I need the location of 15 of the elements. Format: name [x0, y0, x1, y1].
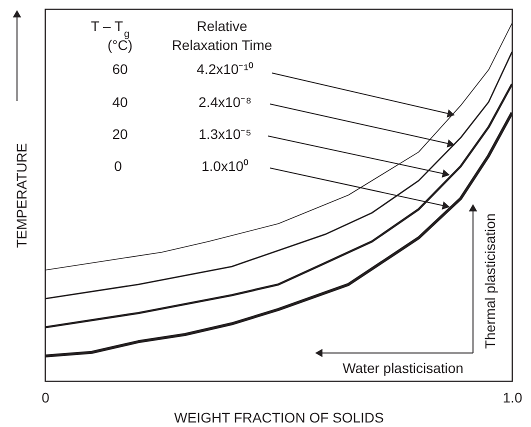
annotation: 40 [112, 94, 128, 110]
annotation: Water plasticisation [342, 360, 464, 376]
y-axis-title: TEMPERATURE [14, 143, 30, 248]
annotation: 4.2x10⁻¹⁰ [196, 61, 254, 77]
annotation: 2.4x10⁻⁸ [198, 94, 252, 110]
annotation: Relative [196, 18, 248, 34]
annotation: 20 [112, 126, 128, 142]
x-axis-title: WEIGHT FRACTION OF SOLIDS [174, 410, 384, 426]
x-tick-label: 1.0 [502, 390, 522, 406]
annotation: Relaxation Time [172, 37, 272, 53]
annotation: 1.3x10⁻⁵ [198, 126, 252, 142]
annotation: 1.0x10⁰ [201, 158, 249, 174]
annotation: 0 [114, 158, 122, 174]
annotation: 60 [112, 61, 128, 77]
annotation: Thermal plasticisation [482, 213, 498, 349]
